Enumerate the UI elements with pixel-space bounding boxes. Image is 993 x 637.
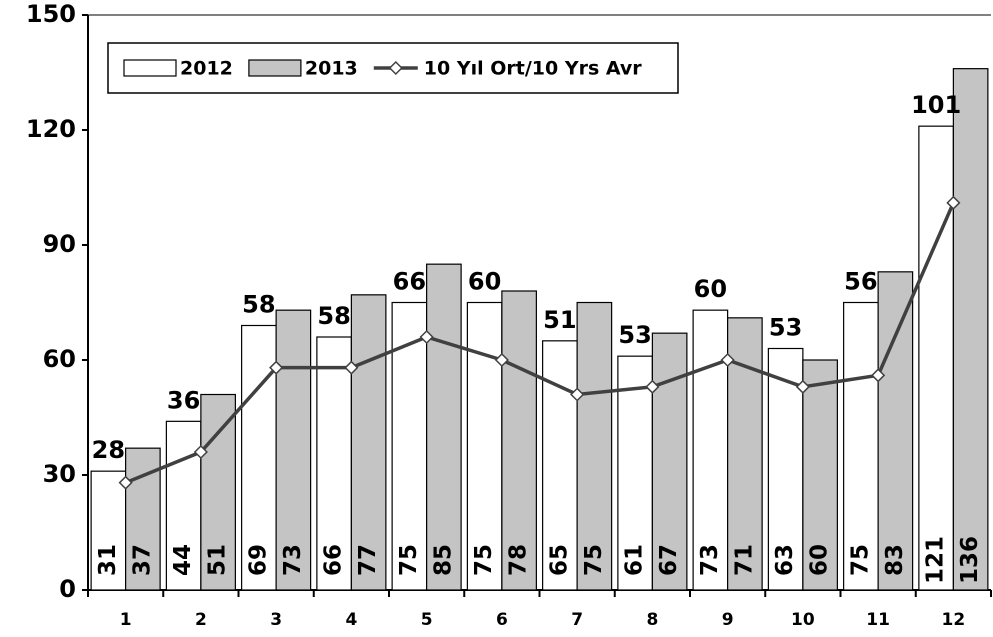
legend-label: 10 Yıl Ort/10 Yrs Avr bbox=[424, 58, 643, 80]
line-value-label: 101 bbox=[911, 91, 961, 119]
line-marker bbox=[344, 360, 359, 375]
line-value-label: 56 bbox=[844, 268, 877, 296]
bar-value-label: 73 bbox=[280, 544, 306, 576]
bar-value-label: 60 bbox=[807, 544, 833, 576]
bar-value-label: 85 bbox=[430, 544, 456, 576]
x-tick-label: 4 bbox=[345, 610, 357, 630]
bar bbox=[501, 290, 537, 591]
x-tick-label: 12 bbox=[942, 610, 966, 630]
x-tick-label: 3 bbox=[270, 610, 282, 630]
bar-value-label: 136 bbox=[957, 536, 983, 584]
y-tick-label: 0 bbox=[59, 575, 76, 603]
line-value-label: 28 bbox=[92, 436, 125, 464]
bar-value-label: 44 bbox=[170, 544, 196, 576]
legend-label: 2013 bbox=[305, 58, 358, 80]
line-value-label: 58 bbox=[242, 291, 275, 319]
bar-value-label: 31 bbox=[95, 544, 121, 576]
bar bbox=[241, 324, 277, 591]
bar-value-label: 71 bbox=[731, 544, 757, 576]
line-marker bbox=[795, 379, 810, 394]
y-tick-label: 60 bbox=[43, 345, 76, 373]
bar bbox=[617, 355, 653, 591]
bar-value-label: 83 bbox=[882, 544, 908, 576]
bar-value-label: 65 bbox=[546, 544, 572, 576]
line-marker bbox=[871, 368, 886, 383]
bar-value-label: 75 bbox=[847, 544, 873, 576]
y-tick-label: 150 bbox=[26, 0, 76, 28]
bar-value-label: 37 bbox=[129, 544, 155, 576]
x-tick-label: 11 bbox=[866, 610, 890, 630]
legend-swatch bbox=[123, 59, 177, 77]
bar-value-label: 51 bbox=[205, 544, 231, 576]
line-marker bbox=[946, 195, 961, 210]
line-value-label: 58 bbox=[317, 302, 350, 330]
bar-value-label: 61 bbox=[622, 544, 648, 576]
line bbox=[124, 202, 955, 485]
bar bbox=[802, 359, 838, 591]
line-value-label: 36 bbox=[167, 386, 200, 414]
bar bbox=[877, 271, 914, 591]
legend-marker bbox=[388, 60, 403, 76]
bar-value-label: 63 bbox=[772, 544, 798, 576]
x-tick-label: 7 bbox=[571, 610, 583, 630]
y-tick-label: 90 bbox=[43, 230, 76, 258]
line-value-label: 51 bbox=[543, 306, 576, 334]
line-value-label: 53 bbox=[769, 314, 802, 342]
bar-value-label: 121 bbox=[923, 536, 949, 584]
bar bbox=[952, 68, 989, 591]
bar bbox=[275, 309, 312, 591]
x-tick-label: 8 bbox=[646, 610, 658, 630]
x-tick-label: 2 bbox=[195, 610, 207, 630]
x-tick-label: 9 bbox=[722, 610, 734, 630]
bar bbox=[692, 309, 729, 591]
line-value-label: 60 bbox=[468, 268, 501, 296]
bar bbox=[576, 301, 613, 591]
bar-value-label: 73 bbox=[697, 544, 723, 576]
line-marker bbox=[118, 475, 133, 490]
bar bbox=[918, 125, 954, 591]
bar bbox=[90, 470, 127, 591]
bar-value-label: 75 bbox=[396, 544, 422, 576]
x-tick-label: 1 bbox=[120, 610, 132, 630]
legend-swatch bbox=[248, 59, 302, 77]
bar bbox=[767, 347, 804, 591]
bar bbox=[426, 263, 462, 591]
line-value-label: 66 bbox=[393, 268, 426, 296]
line-marker bbox=[494, 352, 509, 368]
legend-label: 2012 bbox=[180, 58, 233, 80]
x-tick-label: 5 bbox=[421, 610, 433, 630]
line-marker bbox=[193, 444, 208, 460]
line-marker bbox=[269, 360, 284, 375]
bar-value-label: 69 bbox=[245, 544, 271, 576]
line-value-label: 60 bbox=[694, 275, 727, 303]
bar-value-label: 75 bbox=[581, 544, 607, 576]
bar-value-label: 75 bbox=[471, 544, 497, 576]
bar-value-label: 78 bbox=[506, 544, 532, 576]
y-tick-label: 120 bbox=[26, 115, 76, 143]
bar-value-label: 66 bbox=[321, 544, 347, 576]
bar-value-label: 77 bbox=[355, 544, 381, 576]
line-marker bbox=[645, 379, 660, 394]
line-marker bbox=[570, 387, 585, 402]
line-value-label: 53 bbox=[618, 321, 651, 349]
y-tick-label: 30 bbox=[43, 460, 76, 488]
bar bbox=[350, 294, 387, 591]
x-tick-label: 6 bbox=[496, 610, 508, 630]
bar bbox=[200, 393, 236, 591]
bar bbox=[165, 420, 202, 591]
bar bbox=[316, 336, 352, 591]
bar-value-label: 67 bbox=[656, 544, 682, 576]
line-marker bbox=[419, 329, 434, 345]
line-marker bbox=[720, 352, 735, 368]
x-tick-label: 10 bbox=[791, 610, 815, 630]
bar bbox=[843, 301, 879, 591]
